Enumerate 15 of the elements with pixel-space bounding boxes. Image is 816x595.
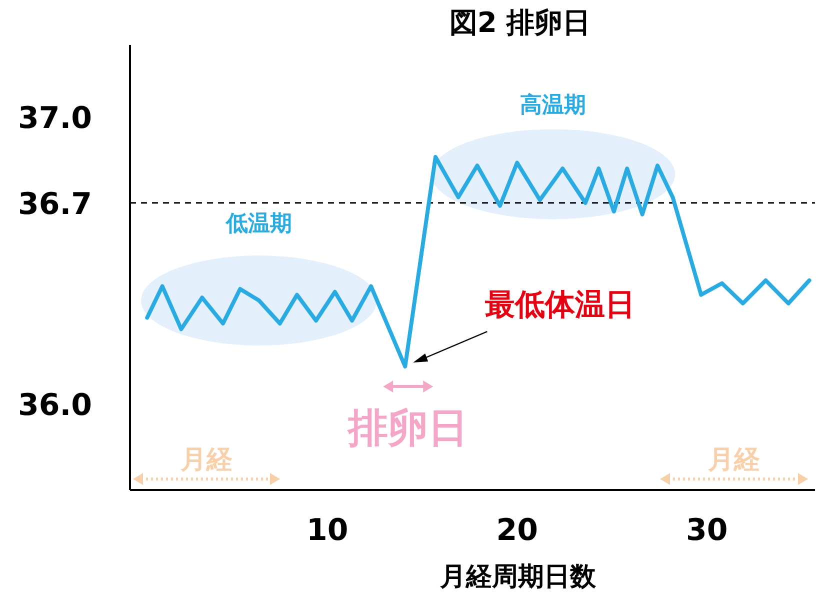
x-tick-label: 20 [496, 513, 538, 548]
annotation: 排卵日 [346, 406, 468, 452]
x-tick-label: 30 [686, 513, 728, 548]
annotation: 月経 [707, 445, 760, 475]
x-tick-label: 10 [306, 513, 348, 548]
line-series [145, 155, 812, 368]
y-tick-label: 36.7 [18, 186, 92, 222]
y-tick-label: 36.0 [18, 388, 92, 423]
annotation: 低温期 [225, 212, 292, 237]
annotation: 高温期 [520, 92, 586, 118]
chart-title: 図2 排卵日 [449, 6, 591, 39]
annotation: 月経 [180, 445, 232, 475]
y-tick-label: 37.0 [18, 100, 92, 136]
x-axis-title: 月経周期日数 [439, 562, 597, 592]
annotation: 最低体温日 [485, 288, 636, 323]
